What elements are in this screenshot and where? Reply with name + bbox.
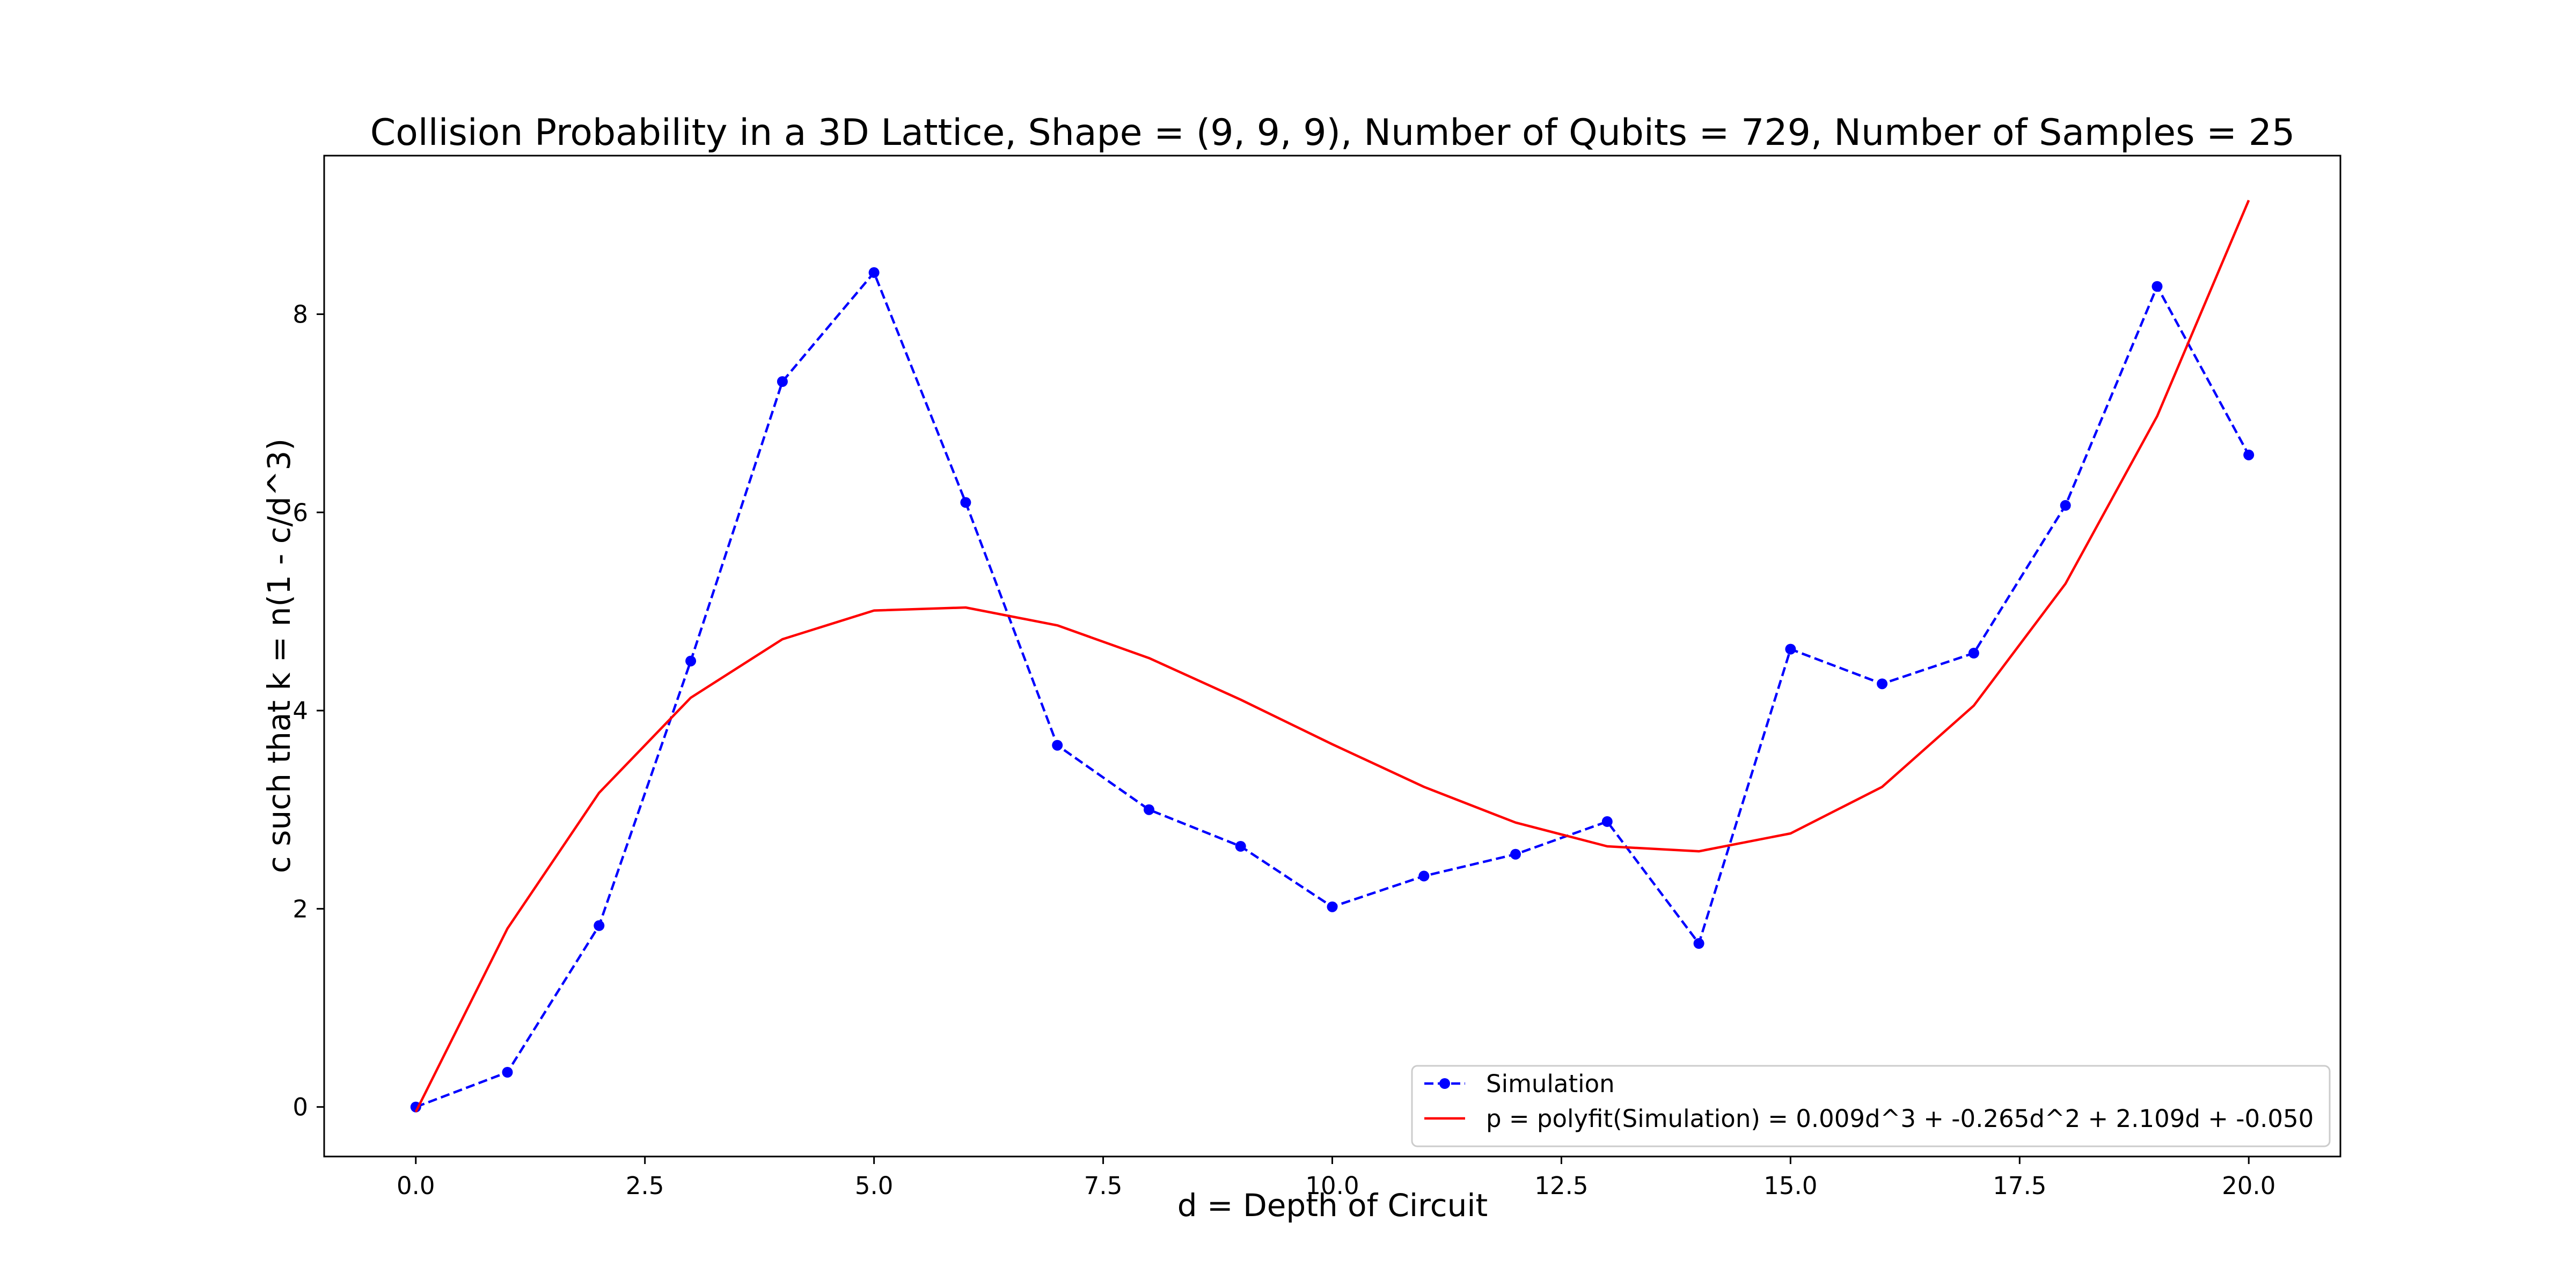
- simulation-point: [502, 1067, 513, 1078]
- simulation-point: [1235, 841, 1246, 852]
- legend-frame: [1411, 1065, 2331, 1147]
- x-tick-label: 12.5: [1534, 1172, 1588, 1200]
- simulation-point: [2243, 449, 2255, 460]
- x-tick-label: 20.0: [2222, 1172, 2275, 1200]
- simulation-point: [960, 497, 971, 508]
- x-tick-label: 17.5: [1993, 1172, 2046, 1200]
- simulation-point: [777, 376, 788, 387]
- simulation-point: [685, 655, 697, 667]
- simulation-point: [1785, 643, 1796, 655]
- x-tick-label: 10.0: [1305, 1172, 1359, 1200]
- x-tick-label: 0.0: [397, 1172, 435, 1200]
- y-axis: 0 2 4 6 8: [292, 300, 324, 1122]
- y-tick-label: 2: [292, 895, 308, 923]
- polyfit-series-line: [414, 200, 2250, 1113]
- series-layer: [410, 200, 2255, 1113]
- simulation-point: [1418, 870, 1430, 882]
- x-tick-label: 15.0: [1763, 1172, 1817, 1200]
- x-tick-label: 2.5: [626, 1172, 664, 1200]
- x-axis-label: d = Depth of Circuit: [1177, 1187, 1488, 1224]
- simulation-point: [1693, 938, 1704, 949]
- x-tick-label: 7.5: [1084, 1172, 1123, 1200]
- simulation-point: [1968, 648, 1979, 658]
- x-tick-label: 5.0: [855, 1172, 894, 1200]
- simulation-point: [2151, 281, 2163, 292]
- y-tick-label: 0: [292, 1093, 308, 1122]
- simulation-point: [1510, 848, 1521, 860]
- plot-area: [410, 200, 2255, 1113]
- legend-simulation-label: Simulation: [1486, 1070, 1615, 1098]
- y-tick-label: 6: [292, 499, 308, 527]
- legend-simulation-marker: [1439, 1078, 1450, 1089]
- simulation-point: [868, 267, 880, 278]
- legend-polyfit-label: p = polyfit(Simulation) = 0.009d^3 + -0.…: [1486, 1104, 2314, 1133]
- simulation-point: [2060, 500, 2071, 511]
- y-tick-label: 8: [292, 300, 308, 328]
- x-axis: 0.0 2.5 5.0 7.5 10.0 12.5 15.0 17.5 20.0: [397, 1157, 2275, 1200]
- simulation-point: [1144, 804, 1154, 815]
- simulation-point: [1877, 678, 1888, 690]
- simulation-point: [594, 920, 605, 931]
- chart-title: Collision Probability in a 3D Lattice, S…: [370, 112, 2295, 154]
- legend: Simulation p = polyfit(Simulation) = 0.0…: [1411, 1065, 2331, 1147]
- simulation-point: [1052, 740, 1063, 751]
- simulation-point: [1601, 816, 1613, 827]
- y-tick-label: 4: [292, 697, 308, 725]
- simulation-point: [1327, 901, 1338, 912]
- y-axis-label: c such that k = n(1 - c/d^3): [261, 438, 297, 873]
